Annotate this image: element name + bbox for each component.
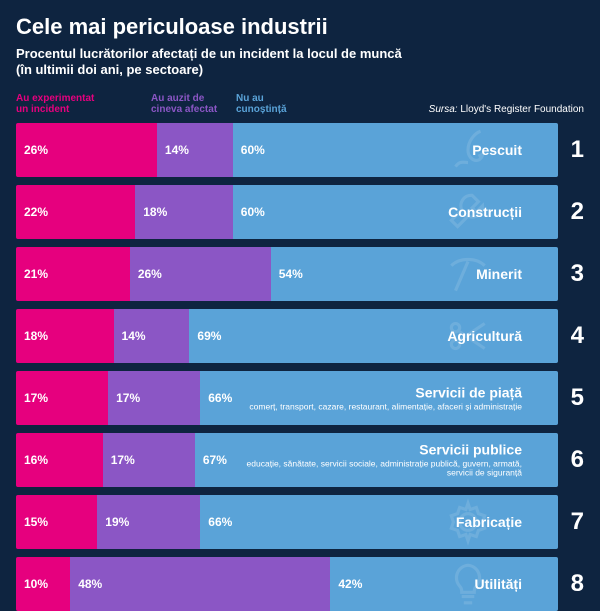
industry-name: Pescuit bbox=[472, 142, 522, 158]
subtitle-line1: Procentul lucrătorilor afectați de un in… bbox=[16, 46, 402, 61]
bar-row: 10%48%42%Utilități8 bbox=[16, 557, 584, 611]
bar-row: 16%17%67%Servicii publiceeducație, sănăt… bbox=[16, 433, 584, 487]
legend-row: Sursa: Lloyd's Register Foundation Au ex… bbox=[16, 89, 584, 115]
rank-number: 5 bbox=[558, 371, 584, 425]
bar-area: 15%19%66%Fabricație bbox=[16, 495, 558, 549]
source-label: Sursa: bbox=[429, 104, 458, 115]
seg-unaware: 42% bbox=[330, 557, 558, 611]
bar-row: 22%18%60%Construcții2 bbox=[16, 185, 584, 239]
chart-title: Cele mai periculoase industrii bbox=[16, 14, 584, 40]
industry-name: Minerit bbox=[476, 266, 522, 282]
bar-area: 26%14%60%Pescuit bbox=[16, 123, 558, 177]
industry-name: Agricultură bbox=[447, 328, 522, 344]
bar-area: 21%26%54%Minerit bbox=[16, 247, 558, 301]
source-text: Sursa: Lloyd's Register Foundation bbox=[429, 104, 584, 115]
legend-item: Nu aucunoștință bbox=[236, 93, 287, 115]
industry-name: Utilități bbox=[475, 576, 522, 592]
legend-item: Au experimentatun incident bbox=[16, 93, 94, 115]
rank-number: 4 bbox=[558, 309, 584, 363]
industry-name: Fabricație bbox=[456, 514, 522, 530]
bar-row: 21%26%54%Minerit3 bbox=[16, 247, 584, 301]
rank-number: 6 bbox=[558, 433, 584, 487]
row-label: Fabricație bbox=[456, 514, 522, 530]
seg-heard: 48% bbox=[70, 557, 330, 611]
seg-heard: 18% bbox=[135, 185, 233, 239]
rank-number: 2 bbox=[558, 185, 584, 239]
bar-area: 16%17%67%Servicii publiceeducație, sănăt… bbox=[16, 433, 558, 487]
seg-experienced: 15% bbox=[16, 495, 97, 549]
row-label: Minerit bbox=[476, 266, 522, 282]
legend-item: Au auzit decineva afectat bbox=[151, 93, 217, 115]
seg-experienced: 21% bbox=[16, 247, 130, 301]
bar-area: 10%48%42%Utilități bbox=[16, 557, 558, 611]
industry-desc: educație, sănătate, servicii sociale, ad… bbox=[242, 459, 522, 478]
seg-heard: 19% bbox=[97, 495, 200, 549]
bar-row: 26%14%60%Pescuit1 bbox=[16, 123, 584, 177]
seg-experienced: 17% bbox=[16, 371, 108, 425]
industry-name: Servicii de piață bbox=[249, 384, 522, 400]
bar-rows: 26%14%60%Pescuit122%18%60%Construcții221… bbox=[16, 123, 584, 611]
row-label: Pescuit bbox=[472, 142, 522, 158]
seg-heard: 17% bbox=[103, 433, 195, 487]
row-label: Utilități bbox=[475, 576, 522, 592]
infographic-container: Cele mai periculoase industrii Procentul… bbox=[0, 0, 600, 611]
industry-name: Servicii publice bbox=[242, 441, 522, 457]
seg-experienced: 10% bbox=[16, 557, 70, 611]
seg-heard: 17% bbox=[108, 371, 200, 425]
seg-experienced: 22% bbox=[16, 185, 135, 239]
source-value: Lloyd's Register Foundation bbox=[460, 104, 584, 115]
row-label: Construcții bbox=[448, 204, 522, 220]
chart-subtitle: Procentul lucrătorilor afectați de un in… bbox=[16, 46, 584, 79]
rank-number: 8 bbox=[558, 557, 584, 611]
row-label: Servicii publice educație, sănătate, serv… bbox=[242, 441, 522, 478]
industry-name: Construcții bbox=[448, 204, 522, 220]
seg-heard: 26% bbox=[130, 247, 271, 301]
seg-heard: 14% bbox=[157, 123, 233, 177]
bar-area: 18%14%69%Agricultură bbox=[16, 309, 558, 363]
seg-experienced: 18% bbox=[16, 309, 114, 363]
rank-number: 7 bbox=[558, 495, 584, 549]
row-label: Agricultură bbox=[447, 328, 522, 344]
bar-row: 15%19%66%Fabricație7 bbox=[16, 495, 584, 549]
row-label: Servicii de piață comerț, transport, caza… bbox=[249, 384, 522, 411]
seg-experienced: 26% bbox=[16, 123, 157, 177]
rank-number: 1 bbox=[558, 123, 584, 177]
seg-heard: 14% bbox=[114, 309, 190, 363]
subtitle-line2: (în ultimii doi ani, pe sectoare) bbox=[16, 62, 203, 77]
rank-number: 3 bbox=[558, 247, 584, 301]
seg-experienced: 16% bbox=[16, 433, 103, 487]
industry-desc: comerț, transport, cazare, restaurant, a… bbox=[249, 402, 522, 411]
bar-area: 17%17%66%Servicii de piațăcomerț, transp… bbox=[16, 371, 558, 425]
bar-row: 18%14%69%Agricultură4 bbox=[16, 309, 584, 363]
bar-area: 22%18%60%Construcții bbox=[16, 185, 558, 239]
bar-row: 17%17%66%Servicii de piațăcomerț, transp… bbox=[16, 371, 584, 425]
